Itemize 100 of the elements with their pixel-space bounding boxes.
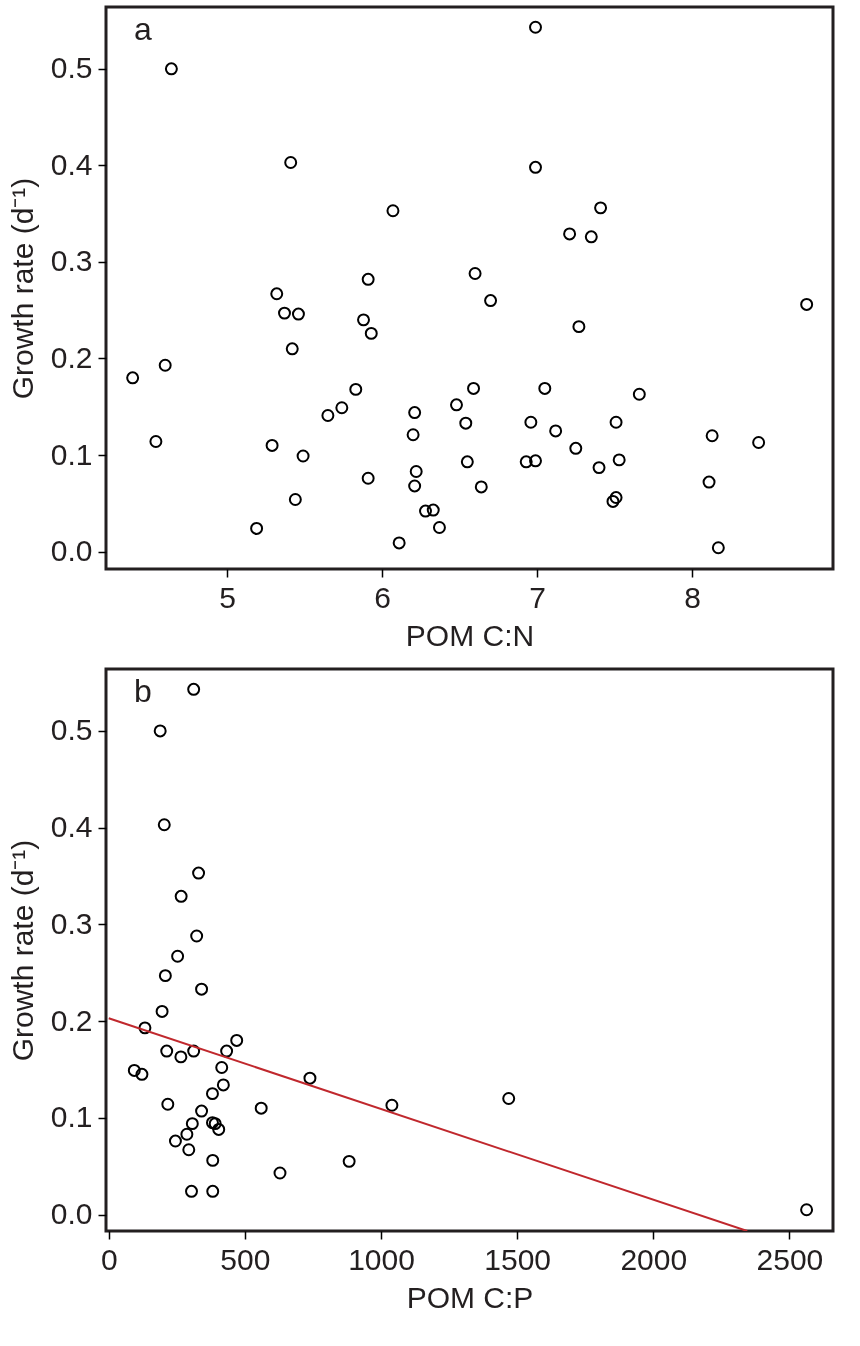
x-tick-label: 1000 [348,1242,415,1276]
point [594,201,608,215]
point [296,449,310,463]
point [230,1033,244,1047]
point [426,503,440,517]
point [459,416,473,430]
point [254,1101,268,1115]
point [800,1203,814,1217]
point [291,307,305,321]
point [160,1044,174,1058]
x-tick-label: 1500 [484,1242,552,1276]
point [161,1097,175,1111]
point [164,62,178,76]
point [127,1063,141,1077]
point [153,724,167,738]
point [168,1134,182,1148]
point [484,294,498,308]
point [126,371,140,385]
point [460,455,474,469]
point [216,1078,230,1092]
y-tick-label: 0.0 [50,1197,93,1231]
point [180,1127,194,1141]
y-tick-label: 0.3 [50,906,93,940]
point [357,313,370,327]
point [158,358,172,372]
annotation: a [134,11,152,47]
point [386,204,400,218]
y-axis-title: Growth rate (d⁻¹) [5,177,39,400]
y-tick-label: 0.4 [50,810,93,844]
point [250,521,264,535]
y-tick-label: 0.1 [50,437,93,471]
x-tick-label: 0 [100,1242,118,1276]
point [349,382,363,396]
point [584,230,598,244]
point [284,156,298,169]
point [538,381,552,395]
point [265,438,279,452]
point [502,1092,516,1105]
point [702,475,716,489]
point [632,387,646,401]
point [705,429,719,443]
point [342,1154,356,1168]
x-tick-label: 8 [684,580,701,614]
x-tick-label: 6 [374,580,391,614]
point [467,381,481,395]
y-axis-title: Growth rate (d⁻¹) [5,839,39,1062]
point [278,306,291,320]
point [285,342,299,356]
point [174,889,188,903]
point [205,1087,219,1101]
y-tick-label: 0.0 [50,534,93,568]
point [450,398,463,412]
point [171,949,185,963]
y-tick-label: 0.2 [50,1003,93,1037]
point [524,415,538,429]
point [206,1153,220,1167]
point [563,227,577,241]
point [155,1004,169,1018]
point [288,493,302,506]
y-tick-label: 0.1 [50,1100,93,1134]
point [612,453,626,467]
point [609,415,623,429]
point [182,1143,196,1157]
point [529,454,542,468]
x-axis-title: POM C:P [406,1280,534,1314]
point [303,1071,317,1085]
point [157,818,171,832]
point [364,326,378,340]
point [711,541,725,555]
point [158,969,172,983]
point [752,436,766,449]
point [419,504,432,518]
point [195,1104,209,1118]
point [135,1067,149,1081]
x-tick-label: 2500 [756,1242,824,1276]
point [215,1061,229,1074]
point [361,272,375,286]
point [138,1021,152,1035]
point [192,866,206,880]
point [800,297,814,311]
point [408,406,422,420]
point [206,1184,220,1198]
point [468,267,482,280]
point [409,465,423,478]
point [195,982,209,996]
y-tick-label: 0.4 [50,147,93,181]
point [220,1044,234,1058]
point [592,461,606,475]
y-tick-label: 0.5 [50,51,93,85]
point [335,401,349,415]
point [212,1122,226,1136]
y-tick-label: 0.2 [50,340,93,374]
point [549,424,563,438]
point [270,287,284,301]
y-tick-label: 0.3 [50,244,93,278]
point [392,536,406,550]
annotation: b [134,673,152,709]
point [408,479,422,493]
point [474,480,488,494]
point [519,455,533,469]
